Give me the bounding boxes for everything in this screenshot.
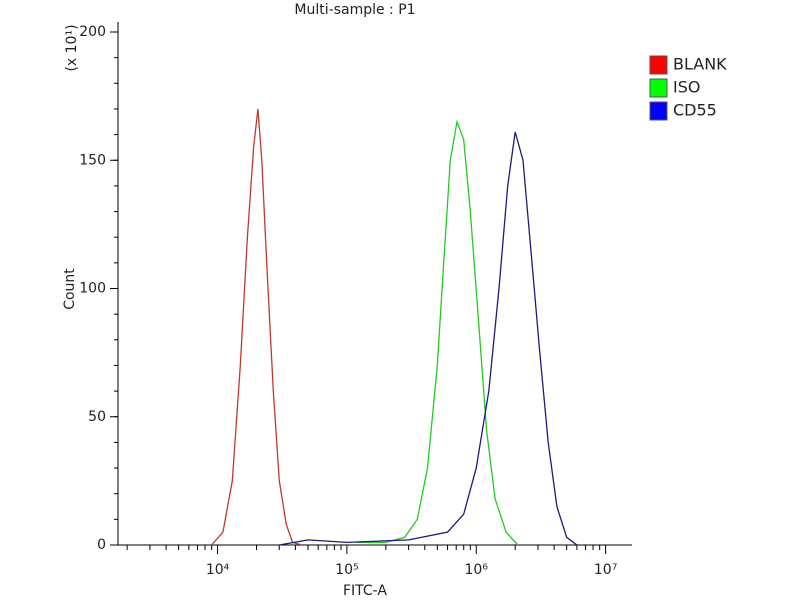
y-tick-label: 100 (79, 281, 106, 297)
y-tick-label: 0 (97, 537, 106, 553)
histogram-line (357, 119, 519, 546)
legend-label: BLANK (673, 55, 727, 74)
y-multiplier: (x 10¹) (64, 24, 80, 71)
y-tick-label: 50 (88, 409, 106, 425)
legend-label: ISO (673, 78, 700, 97)
y-tick-label: 150 (79, 152, 106, 168)
legend-swatch (649, 78, 668, 98)
x-axis-label: FITC-A (343, 583, 387, 599)
chart-title: Multi-sample : P1 (294, 2, 415, 18)
y-axis-label: Count (62, 268, 78, 310)
y-tick-label: 200 (79, 24, 106, 40)
legend-swatch (649, 55, 668, 75)
histogram-line (279, 131, 578, 546)
legend-label: CD55 (673, 101, 717, 120)
x-tick-label: 10⁵ (335, 562, 358, 578)
x-tick-label: 10⁷ (594, 562, 617, 578)
legend-swatch (649, 101, 668, 121)
x-tick-label: 10⁶ (465, 562, 489, 578)
histogram-line (211, 108, 303, 546)
x-tick-label: 10⁴ (206, 562, 230, 578)
